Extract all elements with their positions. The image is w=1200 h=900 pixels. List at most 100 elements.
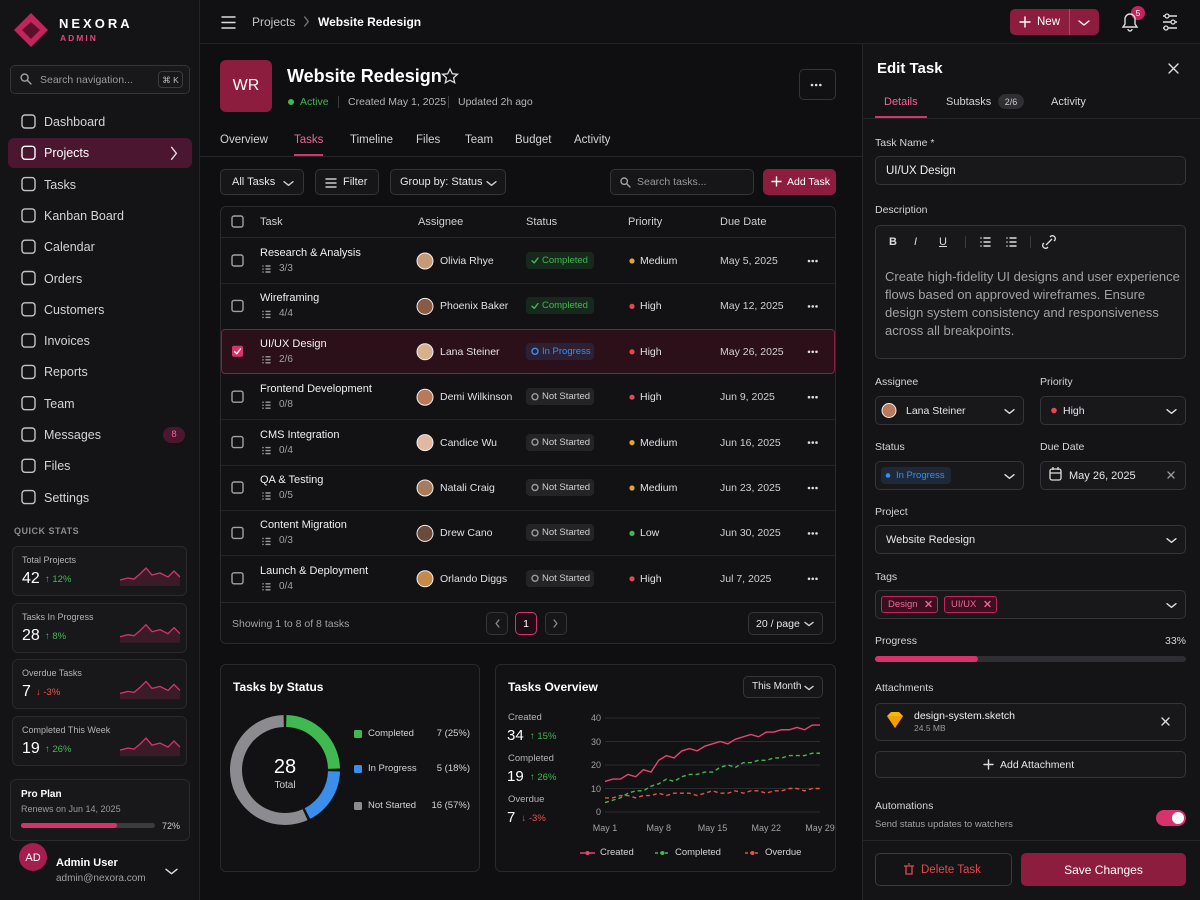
prev-page[interactable] — [486, 612, 508, 635]
tag-chip — [944, 596, 997, 613]
project-tab[interactable]: Budget — [515, 134, 552, 146]
assignee-name: Drew Cano — [440, 527, 493, 540]
status-pill — [526, 569, 594, 587]
panel-tab-underline — [875, 116, 927, 118]
project-tab[interactable]: Team — [465, 134, 494, 146]
y-tick-label: 0 — [595, 807, 601, 817]
nav-item[interactable] — [8, 357, 192, 387]
priority-select[interactable] — [1040, 396, 1186, 425]
nav-item[interactable] — [8, 326, 192, 356]
task-search[interactable] — [610, 169, 754, 195]
legend-value: 5 (18%) — [436, 763, 470, 774]
status-value: In Progress — [896, 470, 945, 481]
shortcut-text: ⌘ K — [162, 75, 179, 85]
nav-item[interactable] — [8, 264, 192, 294]
legend-label: Created — [600, 847, 634, 858]
assignee-name: Phoenix Baker — [440, 300, 509, 313]
task-table — [220, 206, 836, 644]
task-name: Content Migration — [260, 519, 347, 532]
status-pill — [526, 433, 594, 451]
y-tick-label: 40 — [590, 713, 601, 723]
save-button[interactable] — [1021, 853, 1186, 886]
panel-tab[interactable]: Activity — [1051, 96, 1086, 108]
due-date: Jul 7, 2025 — [720, 572, 772, 585]
next-page[interactable] — [545, 612, 567, 635]
project-tab[interactable]: Tasks — [294, 134, 324, 146]
tabs-divider — [200, 156, 862, 157]
priority-label: Low — [640, 527, 660, 540]
priority-label: High — [640, 345, 662, 358]
project-updated: Updated 2h ago — [458, 96, 533, 108]
toolbar-divider — [1030, 236, 1031, 248]
nav-label: Tasks — [44, 177, 76, 192]
attachment-item[interactable] — [875, 703, 1186, 741]
donut-total: 28 — [273, 756, 297, 778]
project-tab[interactable]: Activity — [574, 134, 611, 146]
plan-fill — [21, 823, 118, 828]
summary-change: ↑ 26% — [530, 772, 557, 783]
project-menu[interactable] — [799, 69, 836, 100]
stat-card — [12, 716, 187, 767]
header-divider — [221, 237, 835, 238]
panel-tab[interactable]: Details — [884, 96, 918, 108]
save-label: Save Changes — [1064, 863, 1143, 877]
project-select[interactable] — [875, 525, 1186, 554]
panel-footer-divider — [863, 840, 1200, 841]
stat-change: ↓ -3% — [36, 687, 61, 699]
nav-item[interactable] — [8, 483, 192, 513]
legend-label: Not Started — [368, 800, 417, 811]
tab-badge-text: 2/6 — [1004, 97, 1018, 107]
assignee-select[interactable] — [875, 396, 1024, 425]
nav-item[interactable] — [8, 232, 192, 262]
nav-badge-count: 8 — [171, 429, 177, 440]
task-search-placeholder: Search tasks... — [637, 176, 707, 188]
stat-value: 28 — [22, 626, 40, 644]
nav-label: Settings — [44, 490, 90, 505]
legend-value: 16 (57%) — [431, 800, 470, 811]
panel-tab[interactable]: Subtasks — [946, 96, 992, 108]
per-page-select[interactable] — [748, 612, 823, 635]
add-attachment-button[interactable] — [875, 751, 1186, 778]
field-label: Tags — [875, 571, 898, 583]
status-label: Not Started — [542, 527, 591, 539]
project-tab[interactable]: Overview — [220, 134, 268, 146]
nav-label: Invoices — [44, 334, 90, 349]
tag-chip — [881, 596, 938, 613]
x-tick-label: May 29 — [805, 823, 835, 833]
nav-label: Files — [44, 459, 71, 474]
stat-label: Tasks In Progress — [22, 611, 94, 622]
stat-label: Overdue Tasks — [22, 668, 82, 679]
project-tab[interactable]: Files — [416, 134, 441, 146]
status-select[interactable] — [875, 461, 1024, 490]
nav-item[interactable] — [8, 170, 192, 200]
nav-label: Team — [44, 396, 75, 411]
project-tab[interactable]: Timeline — [350, 134, 394, 146]
nav-item-active[interactable] — [8, 138, 192, 169]
task-subtasks: 4/4 — [279, 308, 293, 320]
nav-label: Messages — [44, 428, 101, 442]
period-select[interactable] — [743, 676, 823, 698]
current-page[interactable] — [515, 612, 537, 635]
summary-label: Completed — [508, 753, 554, 764]
status-label: Completed — [542, 255, 588, 266]
field-label: Attachments — [875, 682, 934, 694]
summary-change: ↓ -3% — [521, 813, 546, 824]
due-date-input[interactable] — [1040, 461, 1186, 490]
task-name-input[interactable] — [875, 156, 1186, 185]
nav-item[interactable] — [8, 389, 192, 419]
delete-button[interactable] — [875, 853, 1012, 886]
status-label: In Progress — [542, 345, 591, 357]
nav-item[interactable] — [8, 451, 192, 481]
project-title: Website Redesign — [287, 66, 442, 86]
tag-label: Design — [888, 599, 918, 610]
field-label: Automations — [875, 800, 934, 812]
automation-toggle[interactable] — [1156, 810, 1186, 826]
nav-search[interactable] — [10, 65, 190, 94]
nav-label: Customers — [44, 302, 105, 317]
priority-label: Medium — [640, 255, 678, 267]
filter-label: Filter — [343, 176, 368, 188]
current-page-number: 1 — [523, 618, 529, 630]
per-page-label: 20 / page — [756, 618, 800, 630]
y-tick-label: 10 — [590, 783, 601, 794]
stat-change: ↑ 8% — [45, 630, 67, 642]
